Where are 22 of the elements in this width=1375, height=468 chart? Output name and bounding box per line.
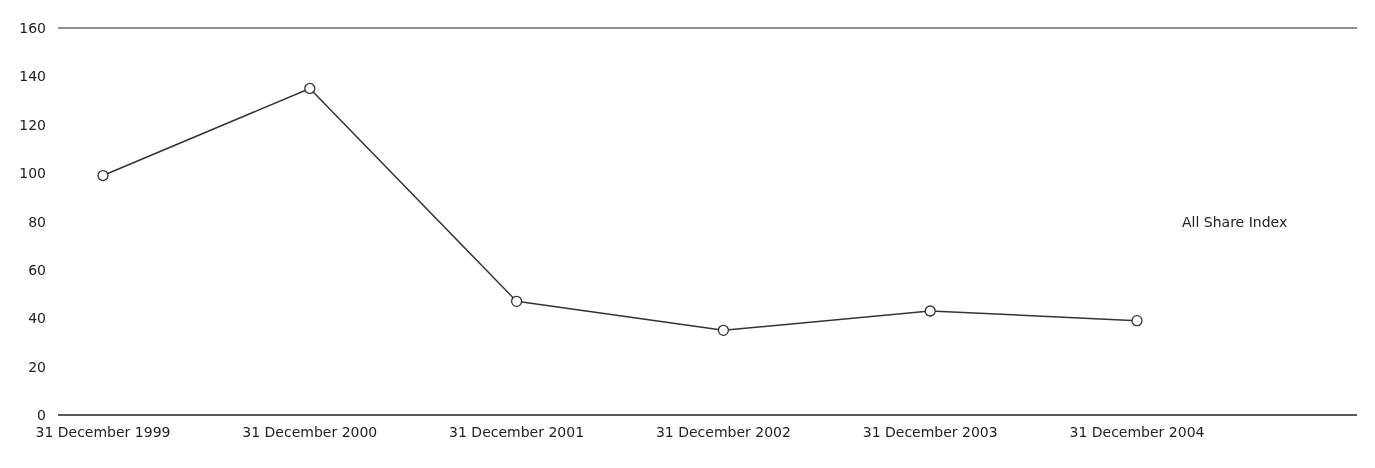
y-tick-label: 40	[28, 310, 46, 327]
point	[717, 324, 730, 336]
y-tick-label: 100	[19, 165, 46, 182]
y-tick-label: 0	[37, 407, 46, 423]
point	[304, 82, 316, 95]
x-tick-label: 31 December 2002	[655, 424, 791, 440]
y-tick-label: 60	[28, 261, 46, 278]
x-tick-label: 31 December 1999	[35, 424, 171, 440]
x-tick-label: 31 December 2001	[449, 424, 585, 440]
y-tick-label: 120	[19, 116, 46, 133]
point	[924, 305, 936, 317]
x-tick-label: 31 December 2004	[1069, 424, 1205, 440]
point	[1131, 315, 1143, 327]
y-tick-label: 20	[28, 358, 46, 375]
point	[97, 169, 109, 182]
x-tick-label: 31 December 2003	[862, 424, 998, 440]
y-tick-label: 160	[19, 20, 46, 36]
annotation: All Share Index	[1182, 213, 1288, 230]
y-tick-label: 140	[19, 68, 46, 85]
x-tick-label: 31 December 2000	[242, 424, 378, 440]
y-tick-label: 80	[28, 213, 46, 230]
point	[510, 295, 523, 307]
